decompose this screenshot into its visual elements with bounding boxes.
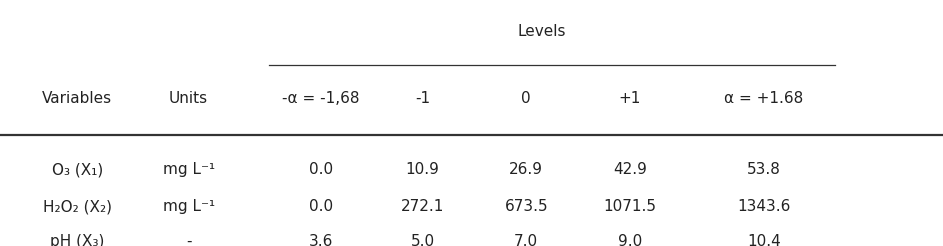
Text: 10.9: 10.9 — [405, 162, 439, 177]
Text: 10.4: 10.4 — [747, 234, 781, 246]
Text: 673.5: 673.5 — [505, 199, 548, 214]
Text: 0: 0 — [521, 91, 531, 106]
Text: 3.6: 3.6 — [308, 234, 333, 246]
Text: H₂O₂ (X₂): H₂O₂ (X₂) — [42, 199, 112, 214]
Text: 272.1: 272.1 — [401, 199, 444, 214]
Text: -α = -1,68: -α = -1,68 — [282, 91, 359, 106]
Text: -: - — [186, 234, 191, 246]
Text: +1: +1 — [619, 91, 641, 106]
Text: mg L⁻¹: mg L⁻¹ — [162, 162, 215, 177]
Text: 5.0: 5.0 — [410, 234, 435, 246]
Text: Units: Units — [169, 91, 208, 106]
Text: 0.0: 0.0 — [308, 162, 333, 177]
Text: 9.0: 9.0 — [618, 234, 642, 246]
Text: 1343.6: 1343.6 — [737, 199, 790, 214]
Text: 7.0: 7.0 — [514, 234, 538, 246]
Text: 42.9: 42.9 — [613, 162, 647, 177]
Text: Variables: Variables — [42, 91, 112, 106]
Text: -1: -1 — [415, 91, 430, 106]
Text: 0.0: 0.0 — [308, 199, 333, 214]
Text: O₃ (X₁): O₃ (X₁) — [52, 162, 103, 177]
Text: 1071.5: 1071.5 — [604, 199, 656, 214]
Text: 26.9: 26.9 — [509, 162, 543, 177]
Text: 53.8: 53.8 — [747, 162, 781, 177]
Text: α = +1.68: α = +1.68 — [724, 91, 803, 106]
Text: Levels: Levels — [518, 25, 567, 39]
Text: pH (X₃): pH (X₃) — [50, 234, 105, 246]
Text: mg L⁻¹: mg L⁻¹ — [162, 199, 215, 214]
